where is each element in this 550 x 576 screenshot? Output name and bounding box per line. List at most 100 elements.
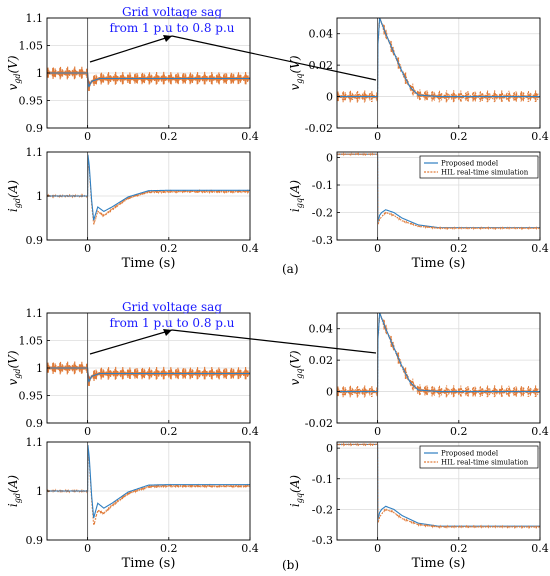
xtick-label-1: 0.2 — [160, 242, 178, 255]
ylabel-b-vgq: vgq(V) — [288, 350, 304, 385]
subfigure-label-a: (a) — [282, 262, 299, 276]
xtick-label-0: 0 — [374, 542, 381, 555]
xtick-label-2: 0.4 — [531, 130, 549, 143]
series-group — [47, 66, 250, 91]
axes-frame — [336, 312, 541, 424]
ytick-label-1: -0.2 — [312, 503, 333, 516]
ytick-label-0: 0.9 — [26, 534, 44, 547]
series-hil — [47, 361, 250, 386]
ytick-label-3: 0 — [326, 442, 333, 455]
series-proposed — [47, 367, 250, 383]
annotation-arrow-right-a — [171, 35, 377, 81]
xlabel-b-igq: Time (s) — [412, 556, 466, 571]
series-hil — [47, 162, 250, 225]
ylabel-a-vgd: vgd(V) — [6, 55, 22, 90]
series-proposed — [47, 154, 250, 221]
xtick-label-1: 0.2 — [450, 242, 468, 255]
series-group — [337, 18, 540, 103]
annotation-arrow-right-b — [171, 329, 377, 354]
annotation-line2-a: from 1 p.u to 0.8 p.u — [109, 21, 234, 35]
ylabel-a-igd: igd(A) — [6, 180, 22, 212]
series-group — [337, 313, 540, 398]
chart-b-vgd: 0 0.2 0.4 0.9 0.95 1 1.05 1.1 vgd(V) — [6, 307, 259, 438]
xtick-label-1: 0.2 — [160, 130, 178, 143]
ytick-label-1: -0.2 — [312, 207, 333, 220]
annotation-group-a: Grid voltage sag from 1 p.u to 0.8 p.u — [89, 5, 377, 81]
ytick-label-1: 1 — [36, 190, 43, 203]
xtick-label-0: 0 — [374, 242, 381, 255]
xtick-label-2: 0.4 — [241, 425, 259, 438]
xtick-label-2: 0.4 — [241, 242, 259, 255]
ytick-label-3: 0.04 — [309, 28, 334, 41]
annotation-line1-a: Grid voltage sag — [122, 5, 222, 19]
series-group — [337, 152, 540, 231]
axes-frame — [336, 441, 541, 541]
chart-a-igq: 0 0.2 0.4 -0.3 -0.2 -0.1 0 igq(A) Time (s) Propos… — [288, 152, 549, 272]
annotation-line1-b: Grid voltage sag — [122, 300, 222, 314]
annotation-arrow-left-a — [89, 35, 173, 63]
xtick-label-0: 0 — [84, 425, 91, 438]
chart-b-vgq: 0 0.2 0.4 -0.02 0 0.02 0.04 vgq(V) — [288, 312, 549, 438]
ytick-label-0: -0.02 — [305, 122, 333, 135]
series-hil — [337, 313, 540, 398]
ytick-label-0: 0.9 — [26, 234, 44, 247]
ytick-label-3: 1.05 — [19, 40, 44, 53]
series-proposed — [47, 444, 250, 519]
ytick-label-2: -0.1 — [312, 473, 333, 486]
ylabel-b-igq: igq(A) — [288, 475, 304, 507]
ytick-label-3: 0 — [326, 152, 333, 165]
ytick-label-1: 0 — [326, 91, 333, 104]
legend-entry-proposed: Proposed model — [441, 160, 499, 168]
series-hil — [337, 442, 540, 530]
subfigure-label-b: (b) — [282, 558, 299, 572]
ylabel-b-vgd: vgd(V) — [6, 350, 22, 385]
annotation-line2-b: from 1 p.u to 0.8 p.u — [109, 316, 234, 330]
xtick-label-1: 0.2 — [450, 425, 468, 438]
xtick-label-0: 0 — [374, 130, 381, 143]
ytick-label-2: 0.02 — [309, 354, 334, 367]
annotation-arrow-left-b — [89, 329, 173, 355]
xtick-label-2: 0.4 — [241, 542, 259, 555]
ytick-label-3: 1.05 — [19, 335, 44, 348]
legend-entry-hil: HIL real-time simulation — [441, 459, 529, 467]
xlabel-a-igq: Time (s) — [412, 256, 466, 271]
ytick-label-2: -0.1 — [312, 179, 333, 192]
annotation-arrowhead-a — [163, 35, 172, 42]
series-group — [47, 154, 250, 225]
series-proposed — [337, 18, 540, 98]
xtick-label-0: 0 — [84, 242, 91, 255]
series-group — [47, 361, 250, 386]
xtick-label-1: 0.2 — [160, 425, 178, 438]
series-hil — [47, 453, 250, 526]
xtick-label-2: 0.4 — [531, 242, 549, 255]
chart-b-igd: 0 0.2 0.4 0.9 1 1.1 igd(A) Time (s) — [6, 436, 259, 571]
series-proposed — [337, 313, 540, 393]
ytick-label-4: 1.1 — [26, 12, 44, 25]
axes-frame — [336, 17, 541, 129]
ytick-label-2: 1 — [36, 362, 43, 375]
ytick-label-0: 0.9 — [26, 417, 44, 430]
series-group — [47, 444, 250, 526]
xtick-label-1: 0.2 — [160, 542, 178, 555]
ytick-label-0: 0.9 — [26, 122, 44, 135]
xtick-label-1: 0.2 — [450, 130, 468, 143]
xlabel-a-igd: Time (s) — [122, 256, 176, 271]
xtick-label-1: 0.2 — [450, 542, 468, 555]
xtick-label-0: 0 — [374, 425, 381, 438]
legend-entry-proposed: Proposed model — [441, 450, 499, 458]
series-proposed — [47, 72, 250, 88]
ytick-label-2: 1.1 — [26, 436, 44, 449]
chart-a-vgd: 0 0.2 0.4 0.9 0.95 1 1.05 1.1 vgd(V) — [6, 12, 259, 143]
series-hil — [337, 18, 540, 103]
ytick-label-2: 1 — [36, 67, 43, 80]
xtick-label-0: 0 — [84, 542, 91, 555]
ytick-label-0: -0.02 — [305, 417, 333, 430]
ytick-label-1: 1 — [36, 485, 43, 498]
ytick-label-2: 1.1 — [26, 146, 44, 159]
annotation-group-b: Grid voltage sag from 1 p.u to 0.8 p.u — [89, 300, 377, 355]
chart-a-igd: 0 0.2 0.4 0.9 1 1.1 igd(A) Time (s) — [6, 146, 259, 271]
